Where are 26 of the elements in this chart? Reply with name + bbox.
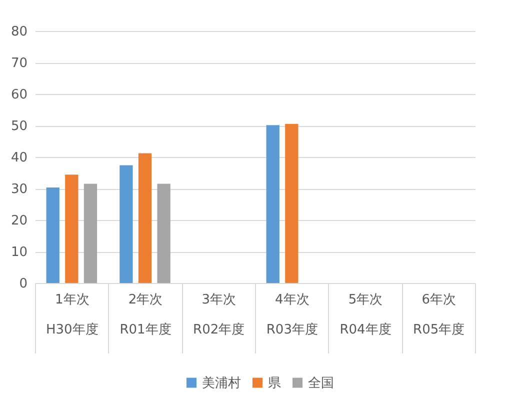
- bar: [266, 125, 280, 283]
- y-tick-label: 10: [10, 245, 28, 260]
- y-tick-label: 60: [10, 88, 28, 102]
- bar: [65, 174, 78, 283]
- x-tick-label: 4年次 R03年度: [266, 292, 318, 338]
- x-tick-label: 5年次 R04年度: [340, 292, 392, 338]
- x-tick-label: 1年次 H30年度: [46, 292, 98, 338]
- x-tick-label: 6年次 R05年度: [413, 292, 465, 338]
- bar: [46, 188, 60, 283]
- legend-label: 全国: [308, 376, 334, 391]
- x-tick-label: 3年次 R02年度: [193, 292, 245, 338]
- y-tick-label: 70: [10, 56, 28, 71]
- x-tick-label: 2年次 R01年度: [120, 292, 172, 338]
- y-tick-label: 80: [10, 24, 28, 40]
- y-tick-label: 50: [10, 119, 28, 134]
- y-tick-label: 40: [10, 150, 28, 166]
- legend-label: 県: [268, 376, 281, 391]
- legend-label: 美浦村: [202, 374, 241, 391]
- y-tick-label: 0: [19, 276, 28, 292]
- bar: [157, 184, 170, 283]
- bar: [120, 165, 133, 283]
- bar: [285, 124, 298, 283]
- y-tick-label: 20: [10, 214, 28, 228]
- y-tick-label: 30: [10, 182, 28, 197]
- bar: [84, 184, 98, 283]
- bar: [138, 153, 152, 283]
